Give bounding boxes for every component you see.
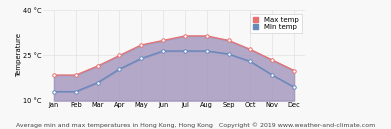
Legend: Max temp, Min temp: Max temp, Min temp xyxy=(250,14,301,33)
Text: Average min and max temperatures in Hong Kong, Hong Kong   Copyright © 2019 www.: Average min and max temperatures in Hong… xyxy=(16,122,375,128)
Y-axis label: Temperature: Temperature xyxy=(16,33,22,78)
